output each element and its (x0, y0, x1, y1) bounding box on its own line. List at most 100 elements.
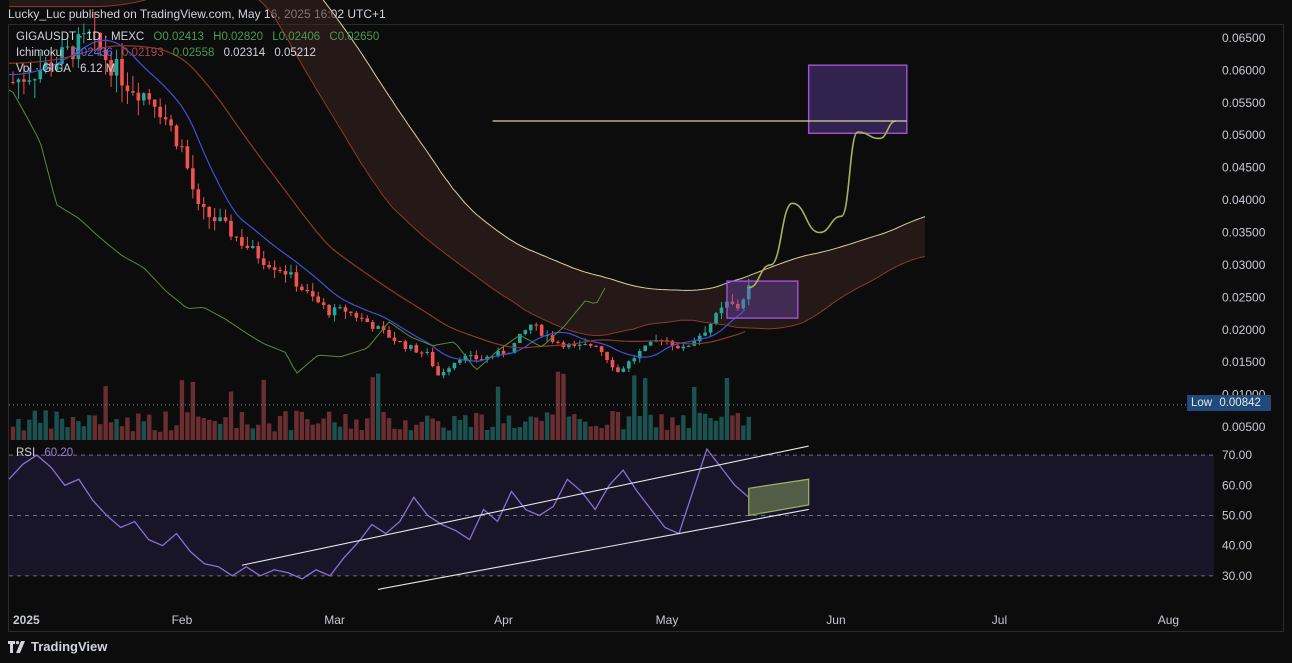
candle-body (131, 91, 135, 93)
candle-body (54, 63, 59, 71)
candle-body (458, 359, 462, 363)
volume-bar (321, 418, 326, 440)
rsi-channel-lower-line[interactable] (378, 508, 809, 590)
target-zone-box[interactable] (726, 280, 799, 319)
volume-bar (719, 416, 724, 440)
candle-body (354, 312, 359, 318)
candle-body (637, 351, 642, 359)
low-price-badge: Low 0.00842 (1187, 395, 1271, 411)
candle-body (583, 344, 588, 346)
candle-body (376, 326, 380, 329)
volume-bar (577, 418, 582, 440)
time-axis-label: Feb (172, 613, 193, 627)
ichimoku-legend[interactable]: Ichimoku 0.02436 0.02193 0.02558 0.02314… (16, 47, 322, 59)
candle-body (229, 220, 233, 237)
volume-bar (119, 426, 125, 440)
candle-body (158, 106, 162, 118)
volume-bar (528, 416, 533, 440)
volume-bar (228, 391, 234, 440)
rsi-label[interactable]: RSI (16, 447, 36, 459)
candle-body (272, 267, 277, 270)
symbol-legend[interactable]: GIGAUSDT · 1D · MEXC O0.02413 H0.02820 L… (16, 31, 385, 43)
rsi-target-box[interactable] (748, 478, 810, 517)
volume-bar (621, 429, 626, 440)
candle-body (234, 236, 239, 238)
ichimoku-kijun-value: 0.02193 (122, 47, 164, 59)
candle-body (22, 79, 26, 82)
tradingview-footer[interactable]: TradingView (8, 639, 107, 654)
volume-bar (615, 411, 621, 440)
candle-body (736, 303, 740, 309)
candle-body (92, 31, 97, 33)
volume-bar (207, 419, 212, 440)
volume-bar (386, 418, 392, 440)
time-axis-label: Apr (494, 613, 513, 627)
volume-bar (544, 412, 550, 440)
symbol-name[interactable]: GIGAUSDT · 1D · MEXC (16, 31, 145, 43)
rsi-channel-upper-line[interactable] (241, 445, 809, 566)
candle-body (572, 344, 577, 346)
candle-body (185, 146, 190, 169)
candle-body (370, 322, 375, 329)
candle-body (283, 271, 288, 275)
candle-body (665, 340, 669, 342)
candle-body (294, 272, 299, 287)
volume-bar (446, 430, 452, 440)
volume-bar (277, 415, 283, 440)
volume-bar (441, 427, 446, 440)
volume-bar (70, 417, 76, 440)
ichimoku-label[interactable]: Ichimoku (16, 47, 63, 59)
rsi-legend[interactable]: RSI 60.20 (16, 447, 79, 459)
volume-bar (266, 423, 272, 440)
volume-bar (59, 418, 65, 440)
price-projection-path[interactable] (748, 120, 897, 289)
ichimoku-lagging-value: 0.02558 (172, 47, 215, 59)
volume-bar (32, 410, 37, 440)
volume-bar (326, 411, 332, 440)
candle-body (136, 92, 141, 101)
candle-body (708, 323, 713, 333)
volume-bar (408, 430, 414, 440)
candle-body (360, 317, 364, 319)
candle-body (643, 345, 647, 352)
volume-bar (457, 419, 463, 440)
volume-bar (637, 416, 642, 440)
ichimoku-span-b-line (322, 0, 926, 291)
volume-bar (234, 427, 239, 440)
volume-bar (316, 423, 321, 440)
volume-bar (76, 421, 81, 440)
candle-body (441, 372, 446, 376)
target-zone-box[interactable] (807, 64, 908, 135)
volume-bar (463, 415, 468, 440)
volume-bar (664, 429, 670, 440)
candle-body (114, 58, 119, 76)
ichimoku-kijun-line (9, 45, 746, 349)
candle-body (746, 285, 751, 300)
rsi-axis-label: 40.00 (1222, 539, 1252, 553)
candle-body (676, 345, 680, 349)
volume-bar (724, 377, 730, 440)
volume-bar (425, 415, 430, 440)
candle-body (60, 47, 64, 64)
volume-legend[interactable]: Vol · GIGA 6.12 M (16, 63, 121, 75)
ichimoku-span-a-line (9, 0, 926, 336)
candle-body (267, 264, 271, 268)
ohlc-close: C0.02650 (329, 31, 380, 43)
volume-bar (337, 426, 343, 440)
volume-label[interactable]: Vol · GIGA (16, 63, 71, 75)
candle-body (174, 125, 179, 147)
volume-bar (512, 427, 517, 440)
footer-brand: TradingView (31, 639, 108, 654)
ohlc-open: O0.02413 (153, 31, 204, 43)
candle-body (152, 99, 157, 107)
volume-bar (108, 422, 114, 440)
volume-bar (81, 426, 87, 440)
candle-body (392, 337, 397, 341)
volume-bar (87, 415, 92, 440)
candle-body (289, 272, 293, 275)
volume-bar (163, 411, 168, 440)
candle-body (43, 62, 48, 71)
volume-bar (730, 415, 735, 440)
candle-body (196, 189, 201, 205)
